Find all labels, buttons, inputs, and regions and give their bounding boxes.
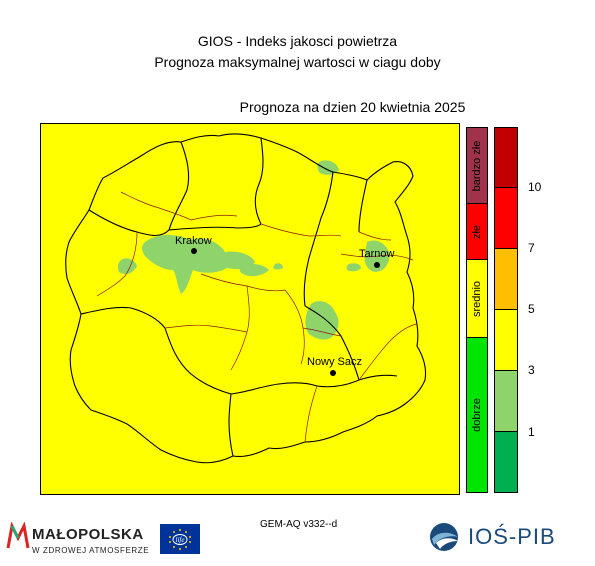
inner-border-4 — [358, 179, 368, 233]
city-label-nowy-sacz: Nowy Sacz — [307, 356, 363, 368]
ios-pib-logo-name: IOŚ-PIB — [468, 524, 556, 549]
city-label-krakow: Krakow — [175, 235, 212, 247]
patch-central — [305, 301, 339, 340]
city-marker-nowy-sacz — [330, 370, 336, 376]
inner-border-5 — [88, 209, 170, 237]
local-border-13 — [260, 223, 342, 237]
local-border-4 — [200, 273, 286, 292]
legend-tick-5: 5 — [528, 302, 535, 316]
local-border-5 — [230, 285, 250, 371]
local-border-12 — [304, 385, 318, 443]
legend-band-1-3 — [495, 371, 517, 432]
local-border-6 — [284, 289, 305, 365]
inner-border-7 — [80, 306, 166, 329]
map-subtitle: Prognoza maksymalnej wartosci w ciagu do… — [154, 54, 441, 70]
local-border-3 — [96, 231, 138, 297]
city-marker-tarnow — [374, 262, 380, 268]
patch-east-krakow — [239, 263, 269, 277]
inner-border-9 — [230, 382, 318, 395]
map-drawing — [65, 133, 427, 464]
malopolska-logo-name: MAŁOPOLSKA — [32, 526, 144, 543]
legend-band-3-5 — [495, 310, 517, 371]
local-border-11 — [358, 323, 418, 381]
city-marker-krakow — [191, 248, 197, 254]
local-border-10 — [302, 327, 342, 337]
local-border-1 — [120, 191, 192, 221]
inner-border-2 — [254, 137, 264, 225]
model-version: GEM-AQ v332--d — [260, 519, 338, 530]
legend-category-very-bad: bardzo złe — [467, 128, 487, 204]
local-border-2 — [190, 214, 238, 221]
legend-category-good: dobrze — [467, 338, 487, 492]
malopolska-logo-icon — [6, 522, 30, 549]
legend-tick-7: 7 — [528, 241, 535, 255]
city-label-tarnow: Tarnow — [359, 248, 395, 260]
legend-band-0-1 — [495, 432, 517, 492]
malopolska-logo-tagline: W ZDROWEJ ATMOSFERZE — [32, 546, 150, 555]
forecast-date: Prognoza na dzien 20 kwietnia 2025 — [239, 99, 466, 115]
category-legend: bardzo złe złe srednio dobrze — [466, 127, 488, 493]
inner-border-3 — [303, 171, 334, 307]
legend-category-bad: złe — [467, 204, 487, 260]
inner-border-12 — [228, 393, 234, 457]
legend-tick-3: 3 — [528, 363, 535, 377]
legend-tick-10: 10 — [528, 180, 542, 194]
patch-north — [317, 160, 339, 175]
patch-tarnow-west — [346, 263, 361, 272]
local-border-9 — [164, 324, 248, 333]
map-title: GIOS - Indeks jakosci powietrza — [197, 33, 398, 49]
local-border-8 — [358, 231, 392, 241]
svg-text:life: life — [176, 536, 185, 544]
inner-border-10 — [316, 374, 398, 388]
inner-border-8 — [164, 327, 232, 395]
life-logo-icon: life — [169, 529, 191, 550]
legend-band-5-7 — [495, 249, 517, 310]
legend-tick-1: 1 — [528, 425, 535, 439]
inner-border-1 — [168, 141, 190, 231]
good-air-patches — [117, 160, 390, 340]
local-border-7 — [340, 253, 414, 261]
ios-pib-logo-icon — [430, 523, 458, 551]
value-legend — [494, 127, 518, 493]
legend-band-7-10 — [495, 188, 517, 249]
legend-category-moderate: srednio — [467, 260, 487, 338]
inner-border-6 — [168, 223, 262, 231]
legend-band-10plus — [495, 128, 517, 188]
local-borders — [96, 191, 418, 443]
patch-small — [273, 263, 283, 270]
forecast-map: Krakow Tarnow Nowy Sacz — [40, 123, 460, 495]
region-outline — [65, 133, 427, 464]
regional-borders — [65, 133, 427, 464]
patch-krakow — [142, 235, 255, 294]
